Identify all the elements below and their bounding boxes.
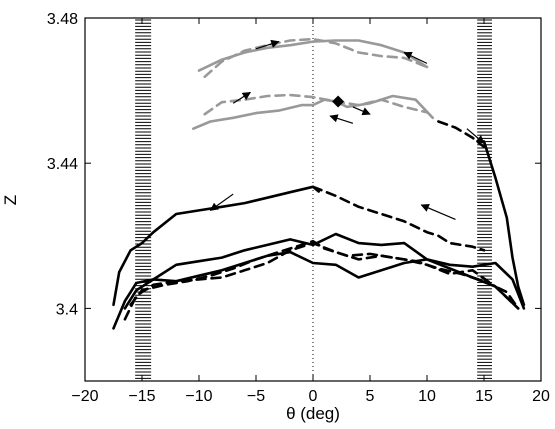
y-tick-label: 3.44 <box>47 156 78 173</box>
x-tick-label: −15 <box>128 388 155 405</box>
series-layer <box>112 18 526 381</box>
direction-arrow-6 <box>466 128 485 144</box>
series-line-2 <box>203 37 429 79</box>
annotations <box>209 39 485 221</box>
x-tick-label: −20 <box>71 388 98 405</box>
direction-arrow-7 <box>209 193 234 211</box>
direction-arrow-8 <box>420 204 456 221</box>
x-tick-label: −5 <box>247 388 265 405</box>
direction-arrow-5 <box>329 114 354 124</box>
hatched-band <box>135 19 152 379</box>
series-line-7 <box>311 185 486 252</box>
x-tick-label: 5 <box>366 388 375 405</box>
y-tick-label: 3.48 <box>47 11 78 28</box>
y-tick-label: 3.4 <box>56 301 78 318</box>
series-line-11 <box>123 241 520 321</box>
series-line-8 <box>482 140 526 307</box>
direction-arrow-4 <box>352 106 371 116</box>
x-tick-label: 15 <box>475 388 493 405</box>
x-tick-label: 10 <box>418 388 436 405</box>
x-axis-label: θ (deg) <box>286 404 340 423</box>
series-line-9 <box>112 232 526 330</box>
y-axis-label: Z <box>1 195 20 205</box>
direction-arrow-3 <box>232 91 252 104</box>
direction-arrow-1 <box>255 39 280 50</box>
series-line-12 <box>129 239 520 310</box>
series-line-4 <box>192 94 434 130</box>
diamond-marker <box>332 95 345 108</box>
series-line-6 <box>112 185 320 307</box>
x-tick-label: −10 <box>185 388 212 405</box>
x-tick-label: 0 <box>309 388 318 405</box>
direction-arrow-2 <box>403 51 428 64</box>
x-tick-label: 20 <box>532 388 550 405</box>
axes: −20 −15 −10 −5 0 5 10 15 20 3.4 3.44 3.48 <box>47 11 550 405</box>
